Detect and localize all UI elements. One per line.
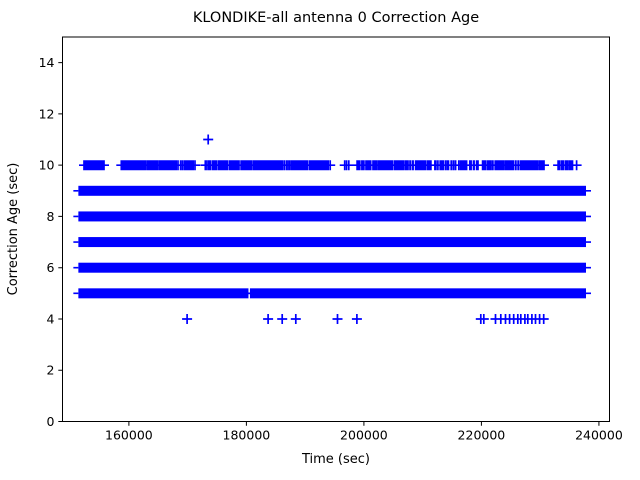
x-tick-label: 160000 xyxy=(105,428,153,443)
y-tick-label: 14 xyxy=(39,55,55,70)
scatter-markers-y11 xyxy=(203,134,214,145)
band-rect xyxy=(78,288,249,299)
y-axis-label: Correction Age (sec) xyxy=(6,163,21,296)
y-tick-label: 4 xyxy=(47,311,55,326)
axis-ticks xyxy=(58,62,600,426)
scatter-markers-y4 xyxy=(182,314,549,324)
y-tick-label: 2 xyxy=(47,363,55,378)
plot-area xyxy=(73,134,591,324)
x-tick-label: 240000 xyxy=(575,428,623,443)
x-tick-label: 180000 xyxy=(223,428,271,443)
band-rect xyxy=(78,211,586,222)
y-tick-label: 12 xyxy=(39,106,55,121)
x-tick-label: 220000 xyxy=(458,428,506,443)
band-rect xyxy=(78,262,586,273)
y-tick-label: 10 xyxy=(39,158,55,173)
scatter-markers-y10 xyxy=(79,160,582,171)
y-tick-label: 6 xyxy=(47,260,55,275)
x-tick-label: 200000 xyxy=(340,428,388,443)
chart-title: KLONDIKE-all antenna 0 Correction Age xyxy=(193,10,479,26)
band-rect xyxy=(249,288,586,299)
axes: 160000 180000 200000 220000 240000 0 2 4 6 8 10 12 1… xyxy=(39,55,623,442)
x-axis-label: Time (sec) xyxy=(301,452,370,467)
y-tick-label: 8 xyxy=(47,209,55,224)
plot-frame xyxy=(62,36,610,422)
band-rect xyxy=(78,185,586,196)
band-rect xyxy=(78,237,586,248)
y-tick-label: 0 xyxy=(47,414,55,429)
